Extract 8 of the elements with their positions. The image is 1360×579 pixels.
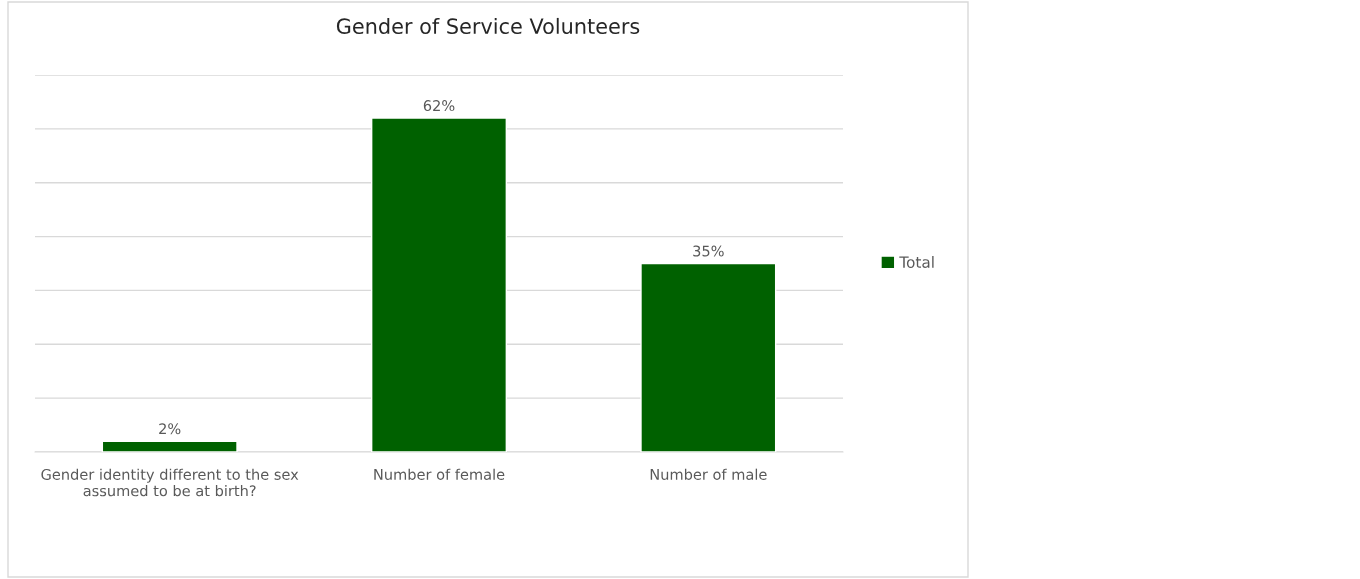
chart-title: Gender of Service Volunteers: [336, 17, 640, 35]
legend-label: Total: [899, 256, 934, 268]
data-label: 2%: [159, 423, 181, 435]
x-tick-label: Gender identity different to the sex assumed to be at birth?: [41, 468, 299, 497]
data-label: 35%: [693, 245, 724, 257]
x-tick-label: Number of male: [650, 468, 767, 480]
x-tick-label: Number of female: [374, 468, 505, 480]
data-label: 62%: [423, 100, 455, 112]
